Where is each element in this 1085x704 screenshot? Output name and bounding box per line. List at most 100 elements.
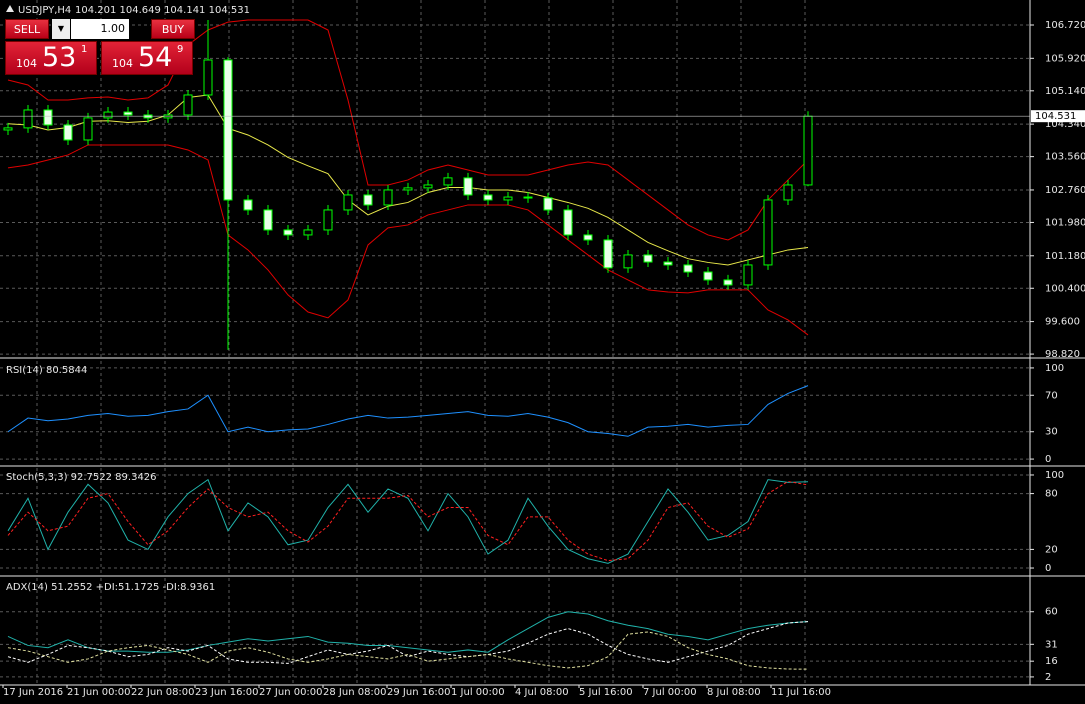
y-tick-label: 99.600 [1045,317,1080,328]
candle-body [543,197,553,211]
lots-dropdown[interactable]: ▼ [52,19,70,39]
candle-body [343,194,353,211]
symbol-icon [6,5,14,12]
series-line [7,631,809,670]
candle-body [43,109,53,126]
series-line [7,94,809,266]
y-tick-label: 30 [1045,427,1058,438]
y-tick-label: 101.980 [1045,217,1085,228]
candle-body [83,117,93,141]
candle-body [443,177,453,186]
y-tick-label: 98.820 [1045,349,1080,360]
x-tick-label: 11 Jul 16:00 [771,687,831,698]
y-tick-label: 103.560 [1045,152,1085,163]
price-sup: 1 [81,44,88,55]
candle-body [383,189,393,206]
candle-body [183,94,193,116]
candle-body [283,229,293,236]
candle-body [563,209,573,236]
y-tick-label: 101.180 [1045,251,1085,262]
y-tick-label: 100.400 [1045,283,1085,294]
y-tick-label: 105.140 [1045,86,1085,97]
series-line [7,144,809,336]
y-tick-label: 105.920 [1045,53,1085,64]
current-price-label: 104.531 [1035,111,1076,122]
chart-subtitle: 104.201 104.649 104.141 104.531 [75,5,250,16]
y-tick-label: 70 [1045,390,1058,401]
candle-body [123,111,133,116]
y-tick-label: 0 [1045,454,1051,465]
candle-body [583,234,593,241]
series-line [7,480,809,562]
candle-body [303,229,313,236]
current-price-box [1031,110,1085,123]
y-tick-label: 16 [1045,656,1058,667]
y-tick-label: 2 [1045,672,1051,683]
y-tick-label: 80 [1045,489,1058,500]
sell-button[interactable]: SELL [5,19,49,39]
price-big: 104 [16,57,37,70]
x-tick-label: 29 Jun 16:00 [387,687,451,698]
candle-body [63,124,73,141]
candle-body [723,279,733,286]
series-line [7,19,809,241]
chart-title: RSI(14) 80.5844 [6,365,87,376]
lots-input[interactable]: 1.00 [71,19,129,39]
y-tick-label: 100 [1045,363,1064,374]
y-tick-label: 31 [1045,639,1058,650]
candle-body [423,184,433,189]
y-tick-label: 20 [1045,544,1058,555]
candle-body [323,209,333,231]
x-tick-label: 23 Jun 16:00 [195,687,259,698]
x-tick-label: 8 Jul 08:00 [707,687,761,698]
buy-price[interactable]: 104 54 9 [101,41,193,75]
chart-title: USDJPY,H4 [18,5,71,16]
series-line [7,611,809,653]
trade-panel: SELL ▼ 1.00 BUY 104 53 1 104 54 9 [5,19,195,75]
candle-body [643,254,653,263]
candle-body [703,271,713,281]
candle-body [503,196,513,201]
x-tick-label: 4 Jul 08:00 [515,687,569,698]
price-big: 104 [112,57,133,70]
candle-body [363,194,373,206]
candle-body [463,177,473,196]
x-tick-label: 7 Jul 00:00 [643,687,697,698]
x-tick-label: 28 Jun 08:00 [323,687,387,698]
price-sup: 9 [177,44,184,55]
candle-body [223,59,233,201]
candle-body [783,184,793,201]
series-line [7,621,809,664]
candle-body [103,111,113,119]
y-tick-label: 104.340 [1045,119,1085,130]
series-line [7,478,809,564]
candle-body [763,199,773,266]
candle-body [3,127,13,131]
chart-title: Stoch(5,3,3) 92.7522 89.3426 [6,472,157,483]
x-tick-label: 21 Jun 00:00 [67,687,131,698]
y-tick-label: 100 [1045,470,1064,481]
price-main: 54 [138,42,173,73]
y-tick-label: 106.720 [1045,20,1085,31]
candle-body [623,254,633,269]
candle-body [203,59,213,96]
candle-body [523,196,533,199]
y-tick-label: 0 [1045,563,1051,574]
chart-title: ADX(14) 51.2552 +DI:51.1725 -DI:8.9361 [6,582,215,593]
candle-body [683,264,693,273]
price-main: 53 [42,42,77,73]
x-tick-label: 5 Jul 16:00 [579,687,633,698]
y-tick-label: 102.760 [1045,185,1085,196]
sell-price[interactable]: 104 53 1 [5,41,97,75]
x-tick-label: 22 Jun 08:00 [131,687,195,698]
series-line [7,385,809,437]
candle-body [603,239,613,269]
candle-body [243,199,253,211]
buy-button[interactable]: BUY [151,19,195,39]
x-tick-label: 27 Jun 00:00 [259,687,323,698]
y-tick-label: 60 [1045,607,1058,618]
candle-body [663,261,673,266]
